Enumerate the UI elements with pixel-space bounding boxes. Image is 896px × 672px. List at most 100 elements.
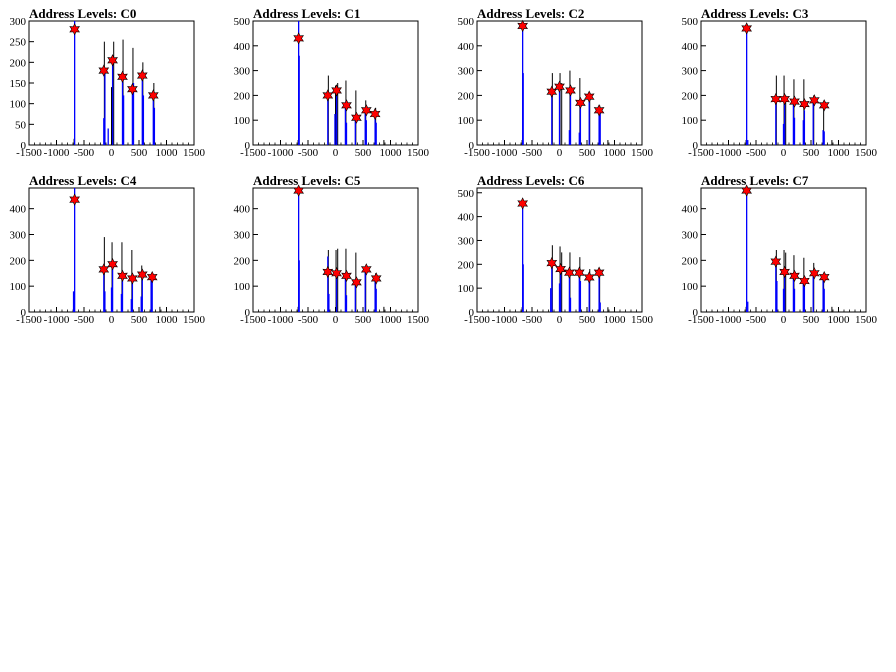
peak-marker — [370, 272, 382, 285]
y-axis: 0 100 200 300 400 500 — [458, 188, 482, 319]
peak-marker — [127, 272, 138, 285]
y-axis: 0 100 200 300 400 — [234, 204, 258, 319]
x-tick-label: -500 — [522, 314, 543, 326]
chart-panel-c0: Address Levels: C0-1500 -1000 -500 0 500 1000… — [10, 6, 206, 159]
peak-marker — [341, 269, 352, 283]
y-tick-label: 0 — [245, 307, 251, 319]
peak-marker — [808, 94, 820, 107]
histogram-bars — [74, 21, 156, 145]
peak-marker — [117, 70, 128, 83]
x-tick-label: 0 — [333, 147, 339, 159]
y-tick-label: 200 — [234, 255, 251, 267]
peak-marker — [575, 96, 586, 110]
peak-marker — [741, 184, 753, 197]
x-tick-label: -500 — [746, 147, 767, 159]
x-tick-label: 0 — [109, 147, 115, 159]
y-tick-label: 0 — [245, 140, 251, 152]
x-tick-label: -1000 — [492, 314, 518, 326]
peak-markers — [517, 197, 605, 284]
peak-marker — [565, 84, 576, 97]
peak-marker — [573, 266, 585, 279]
x-tick-label: -500 — [298, 147, 319, 159]
chart-title: Address Levels: C6 — [477, 173, 585, 188]
y-tick-label: 100 — [10, 99, 27, 111]
peak-marker — [69, 23, 81, 36]
chart-title: Address Levels: C3 — [701, 6, 809, 21]
x-axis: -1500 -1000 -500 0 500 1000 1500 — [464, 140, 654, 159]
x-tick-label: 0 — [109, 314, 115, 326]
peak-marker — [146, 270, 158, 284]
x-axis: -1500 -1000 -500 0 500 1000 1500 — [464, 307, 654, 326]
histogram-bars — [746, 188, 825, 312]
y-tick-label: 400 — [682, 204, 699, 216]
peak-marker — [98, 263, 110, 276]
peak-marker — [331, 84, 342, 97]
y-tick-label: 300 — [682, 66, 699, 78]
peak-marker — [98, 64, 110, 77]
x-tick-label: 1000 — [156, 314, 179, 326]
sideband-lines — [745, 75, 833, 145]
histogram-bars — [746, 28, 825, 145]
peak-marker — [808, 267, 820, 280]
peak-marker — [546, 256, 558, 270]
histogram-bars — [522, 202, 601, 312]
y-axis: 0 100 200 300 400 500 — [458, 16, 482, 152]
x-axis: -1500 -1000 -500 0 500 1000 1500 — [688, 140, 878, 159]
peak-marker — [546, 85, 558, 98]
peak-marker — [322, 89, 334, 102]
x-tick-label: 1000 — [828, 147, 851, 159]
plot-frame — [252, 187, 419, 313]
x-tick-label: 1500 — [631, 147, 654, 159]
chart-panel-c4: Address Levels: C4-1500 -1000 -500 0 500 1000… — [10, 173, 206, 326]
peak-marker — [593, 266, 605, 279]
x-tick-label: 500 — [131, 147, 148, 159]
y-tick-label: 100 — [234, 115, 251, 127]
chart-title: Address Levels: C4 — [29, 173, 137, 188]
peak-markers — [293, 32, 381, 124]
x-tick-label: 1500 — [183, 314, 206, 326]
y-axis: 0 100 200 300 400 — [10, 204, 34, 319]
x-tick-label: 1500 — [631, 314, 654, 326]
y-tick-label: 50 — [15, 119, 27, 131]
x-tick-label: -1000 — [268, 147, 294, 159]
y-tick-label: 400 — [234, 41, 251, 53]
x-tick-label: 0 — [557, 147, 563, 159]
x-tick-label: 1500 — [407, 314, 430, 326]
y-tick-label: 100 — [458, 115, 475, 127]
peak-marker — [770, 92, 782, 106]
y-tick-label: 300 — [10, 16, 27, 28]
y-tick-label: 500 — [682, 16, 699, 28]
x-tick-label: 0 — [333, 314, 339, 326]
y-tick-label: 400 — [682, 41, 699, 53]
y-tick-label: 100 — [682, 115, 699, 127]
peak-marker — [555, 262, 566, 276]
chart-title: Address Levels: C2 — [477, 6, 584, 21]
y-tick-label: 100 — [682, 281, 699, 293]
peak-marker — [351, 276, 362, 289]
peak-marker — [789, 269, 800, 283]
y-tick-label: 0 — [693, 140, 699, 152]
y-tick-label: 200 — [234, 90, 251, 102]
chart-title: Address Levels: C5 — [253, 173, 361, 188]
y-tick-label: 0 — [469, 307, 475, 319]
peak-markers — [69, 23, 159, 102]
y-tick-label: 300 — [10, 230, 27, 242]
x-tick-label: 500 — [355, 147, 372, 159]
y-tick-label: 500 — [458, 188, 475, 200]
y-tick-label: 300 — [458, 66, 475, 78]
y-tick-label: 200 — [458, 259, 475, 271]
peak-marker — [107, 54, 118, 67]
y-axis: 0 100 200 300 400 500 — [234, 16, 258, 152]
y-tick-label: 300 — [458, 235, 475, 247]
y-tick-label: 400 — [458, 212, 475, 224]
sideband-lines — [73, 237, 161, 312]
x-tick-label: 500 — [579, 147, 596, 159]
x-tick-label: -1000 — [716, 314, 742, 326]
y-tick-label: 0 — [693, 307, 699, 319]
sideband-lines — [745, 250, 833, 312]
peak-marker — [741, 22, 753, 35]
peak-marker — [818, 270, 830, 284]
y-axis: 0 100 200 300 400 — [682, 204, 706, 319]
peak-marker — [789, 95, 800, 108]
peak-markers — [69, 193, 158, 285]
